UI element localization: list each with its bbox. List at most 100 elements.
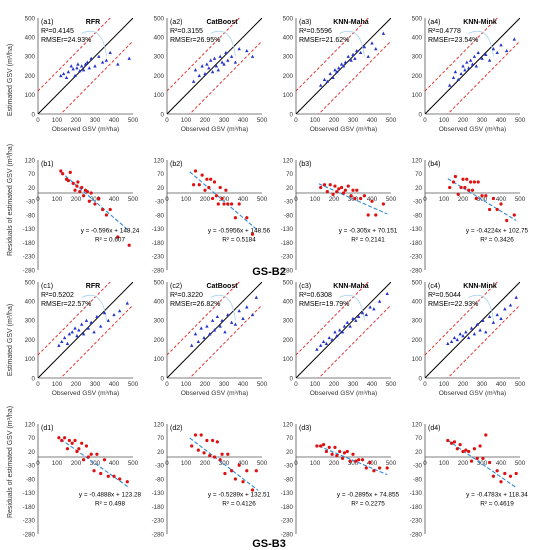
x-tick-label: 0 xyxy=(294,381,298,388)
data-point xyxy=(233,477,237,481)
y-tick-label: -180 xyxy=(281,504,294,511)
data-point xyxy=(495,207,499,212)
data-point xyxy=(67,332,72,336)
panel-label: (d4) xyxy=(428,425,440,432)
data-point xyxy=(340,456,345,460)
data-point xyxy=(224,50,228,55)
x-tick-label: 200 xyxy=(458,381,469,388)
y-tick-label: -230 xyxy=(152,254,165,261)
x-axis-title: Observed GSV (m³/ha) xyxy=(439,126,506,133)
y-tick-label: -30 xyxy=(155,463,165,470)
data-point xyxy=(193,169,198,173)
data-point xyxy=(223,330,227,334)
panel-label: (b3) xyxy=(299,161,311,168)
data-point xyxy=(354,459,358,463)
x-tick-label: 300 xyxy=(348,381,359,388)
x-tick-label: 100 xyxy=(310,196,321,203)
x-tick-label: 0 xyxy=(423,460,427,467)
data-point xyxy=(348,324,352,328)
data-point xyxy=(116,62,120,66)
data-point xyxy=(92,469,96,473)
data-point xyxy=(327,335,331,340)
y-tick-label: 100 xyxy=(412,356,423,363)
y-tick-label: -130 xyxy=(23,490,36,497)
data-point xyxy=(474,196,478,201)
fit-curve xyxy=(468,294,494,321)
y-tick-label: -230 xyxy=(281,254,294,261)
x-tick-label: 100 xyxy=(52,117,63,124)
data-point xyxy=(211,196,215,201)
data-point xyxy=(229,320,234,324)
data-point xyxy=(487,314,492,319)
y-tick-label: 0 xyxy=(161,111,165,118)
x-tick-label: 300 xyxy=(477,117,488,124)
data-point xyxy=(467,188,471,192)
x-tick-label: 200 xyxy=(200,196,211,203)
x-tick-label: 0 xyxy=(36,196,40,203)
x-tick-label: 400 xyxy=(496,196,507,203)
x-tick-label: 500 xyxy=(515,196,526,203)
data-point xyxy=(241,316,245,320)
y-tick-label: -30 xyxy=(284,463,294,470)
data-point xyxy=(77,447,81,451)
data-point xyxy=(484,330,488,334)
data-point xyxy=(220,318,224,322)
y-tick-label: -80 xyxy=(155,212,165,219)
data-point xyxy=(465,60,469,64)
data-point xyxy=(508,474,513,478)
plot-area xyxy=(38,18,133,114)
plot-area xyxy=(167,282,262,378)
data-point xyxy=(106,318,110,322)
data-point xyxy=(62,335,67,340)
data-point xyxy=(461,449,465,454)
bound-line xyxy=(318,40,391,114)
data-point xyxy=(505,218,509,223)
fit-curve xyxy=(81,294,107,321)
x-tick-label: 400 xyxy=(367,196,378,203)
data-point xyxy=(472,54,477,58)
data-point xyxy=(78,190,82,194)
data-point xyxy=(85,190,89,194)
data-point xyxy=(512,213,516,217)
data-point xyxy=(211,438,215,443)
data-point xyxy=(469,459,474,463)
data-point xyxy=(254,469,258,473)
y-tick-label: 200 xyxy=(412,73,423,80)
data-point xyxy=(214,64,219,68)
panel-c2: 0 100 200 300 400 500 0 100 200 300 400 500 (c2) CatB… xyxy=(154,279,268,397)
plot-area xyxy=(38,282,133,378)
bound-line xyxy=(296,18,369,92)
panel-label: (b4) xyxy=(428,161,440,168)
data-point xyxy=(218,54,222,58)
x-tick-label: 100 xyxy=(439,460,450,467)
data-point xyxy=(362,194,366,198)
y-tick-label: -30 xyxy=(413,463,423,470)
data-point xyxy=(77,328,81,332)
y-tick-label: 400 xyxy=(25,299,36,306)
x-tick-label: 500 xyxy=(386,381,397,388)
ylabel-b-row: Residuals of estimated GSV (m³/ha) xyxy=(7,144,14,256)
x-tick-label: 0 xyxy=(423,381,427,388)
y-tick-label: -230 xyxy=(281,518,294,525)
y-tick-label: 120 xyxy=(412,421,423,428)
x-tick-label: 100 xyxy=(310,117,321,124)
data-point xyxy=(325,190,329,194)
data-point xyxy=(60,339,64,344)
panel-a2: 0 100 200 300 400 500 0 100 200 300 400 500 (a2) CatB… xyxy=(154,15,268,133)
x-tick-label: 300 xyxy=(477,381,488,388)
y-tick-label: 70 xyxy=(157,171,164,178)
data-point xyxy=(467,449,471,454)
data-point xyxy=(203,71,207,76)
y-tick-label: 200 xyxy=(412,337,423,344)
panel-label: (d2) xyxy=(170,425,182,432)
x-tick-label: 500 xyxy=(257,460,268,467)
data-point xyxy=(461,334,465,338)
regression-equation: y = -0.2895x + 74.855 xyxy=(337,492,400,499)
data-point xyxy=(343,188,347,192)
data-point xyxy=(237,202,241,206)
panel-a3: 0 100 200 300 400 500 0 100 200 300 400 500 (a3) KNN-… xyxy=(283,15,397,133)
y-tick-label: -80 xyxy=(284,476,294,483)
y-tick-label: -280 xyxy=(23,531,36,538)
y-tick-label: -180 xyxy=(23,240,36,247)
